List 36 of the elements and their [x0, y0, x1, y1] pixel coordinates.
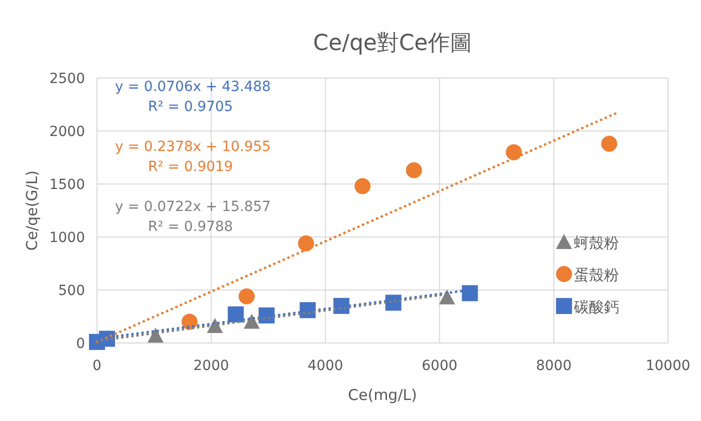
point [148, 328, 164, 343]
annotation: R² = 0.9705 [148, 99, 233, 115]
point [462, 285, 478, 302]
x-tick-label: 8000 [536, 358, 572, 374]
y-tick-label: 2500 [49, 71, 85, 87]
annotation: R² = 0.9019 [148, 159, 233, 175]
point [439, 289, 456, 304]
point [182, 314, 198, 330]
y-tick-label: 0 [76, 336, 85, 352]
point [298, 235, 314, 252]
x-tick-label: 0 [92, 358, 102, 374]
chart-title: Ce/qe對Ce作圖 [313, 31, 472, 56]
annotation: R² = 0.9788 [148, 219, 233, 235]
y-tick-label: 500 [58, 283, 85, 299]
y-tick-label: 1000 [49, 230, 85, 246]
point [406, 162, 422, 178]
y-tick-label: 2000 [49, 124, 85, 140]
point [244, 314, 260, 329]
annotation: y = 0.2378x + 10.955 [115, 139, 271, 155]
x-tick-label: 6000 [422, 358, 458, 374]
point [506, 144, 522, 160]
point [601, 136, 618, 152]
x-tick-label: 4000 [308, 358, 344, 374]
legend-label: 蚵殼粉 [574, 234, 619, 252]
annotation: y = 0.0722x + 15.857 [115, 199, 271, 215]
x-axis-title: Ce(mg/L) [348, 386, 417, 404]
x-tick-label: 10000 [646, 358, 690, 374]
y-axis-title: Ce/qe(G/L) [23, 170, 41, 251]
y-tick-label: 1500 [49, 177, 85, 193]
annotation: y = 0.0706x + 43.488 [115, 79, 271, 95]
point [228, 306, 244, 322]
legend-label: 蛋殼粉 [574, 266, 619, 284]
point [354, 178, 371, 194]
x-tick-label: 2000 [193, 358, 230, 374]
legend-label: 碳酸鈣 [573, 298, 619, 316]
point [238, 288, 255, 304]
